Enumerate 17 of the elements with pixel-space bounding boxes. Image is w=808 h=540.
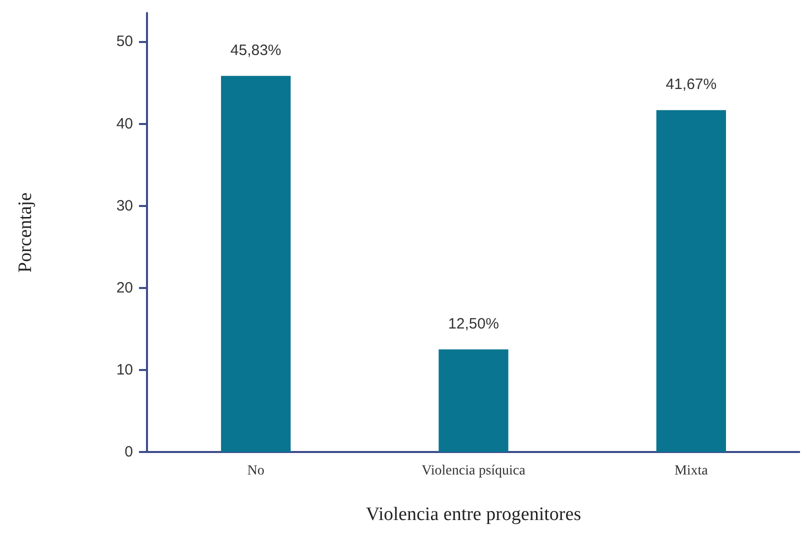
y-tick-label: 0	[124, 444, 133, 460]
y-tick-label: 30	[116, 197, 133, 214]
y-tick-label: 40	[116, 115, 133, 132]
y-tick-label: 20	[116, 279, 133, 296]
y-tick-label: 10	[116, 361, 133, 378]
data-label: 41,67%	[666, 76, 717, 94]
x-tick-label: No	[247, 464, 264, 478]
x-axis-title: Violencia entre progenitores	[366, 504, 582, 525]
data-label: 12,50%	[448, 315, 499, 332]
y-axis-title: Porcentaje	[15, 192, 36, 273]
bar	[221, 76, 291, 452]
bar	[438, 349, 508, 452]
data-label: 45,83%	[230, 42, 282, 59]
x-tick-label: Violencia psíquica	[422, 464, 526, 478]
bar	[656, 110, 726, 452]
x-tick-label: Mixta	[674, 464, 709, 478]
y-tick-label: 50	[116, 33, 133, 50]
